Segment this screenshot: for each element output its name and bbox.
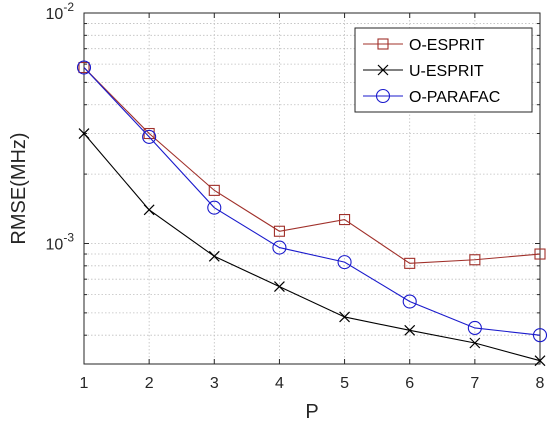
circle-marker [272,240,287,255]
series-line [83,67,541,264]
circle-marker [76,60,92,75]
square-marker [377,38,389,50]
series-u-esprit [78,128,546,367]
legend-entry: O-ESPRIT [363,37,485,54]
series-line [83,67,541,336]
series-o-esprit [78,61,546,269]
x-tick-label: 4 [275,375,284,392]
x-tick-label: 7 [470,375,479,392]
legend: O-ESPRIT U-ESPRIT O-PARAFAC [354,27,533,113]
circle-marker [467,320,482,336]
y-tick-label: 10-2 [46,0,75,23]
square-marker [404,257,416,269]
x-marker-stroke [274,281,285,293]
plot-area-frame [83,12,541,365]
x-marker [534,355,546,367]
x-tick-label: 2 [145,375,154,392]
x-marker [404,324,416,336]
circle-marker [532,328,548,343]
y-tick-label: 10-3 [46,230,75,253]
square-marker [273,225,285,237]
x-marker [377,64,389,76]
x-marker-stroke [143,204,155,216]
series-line [83,133,541,362]
square-marker [78,61,90,74]
circle-marker [207,200,222,215]
y-axis-label: RMSE(MHz) [8,132,30,244]
x-marker-stroke [208,250,220,262]
x-marker-stroke [404,324,416,336]
x-tick-label: 5 [340,375,349,392]
x-marker-stroke [469,337,481,349]
x-marker-stroke [78,128,90,139]
x-marker-stroke [377,64,389,76]
x-marker [208,250,220,262]
legend-entry: U-ESPRIT [363,63,484,80]
square-marker [534,248,546,260]
x-tick-label: 1 [80,375,89,392]
circle-marker [402,294,417,309]
x-marker [78,128,90,139]
x-tick-label: 3 [210,375,219,392]
legend-entry: O-PARAFAC [363,88,500,106]
legend-label: O-ESPRIT [409,37,485,54]
x-marker-stroke [534,355,546,367]
legend-label: O-PARAFAC [409,89,500,106]
series-layer [76,60,548,367]
circle-marker [142,129,157,144]
x-marker [274,281,285,293]
x-marker-stroke [339,311,350,323]
circle-marker [337,255,352,270]
axis-ticks: 1 2 3 4 5 6 7 8 10-3 10-2 [46,0,545,392]
legend-label: U-ESPRIT [409,63,484,80]
square-marker [469,254,481,266]
series-o-parafac [76,60,548,343]
circle-marker [375,88,391,104]
x-marker [469,337,481,349]
x-axis-label: P [305,401,318,423]
square-marker [339,214,351,226]
square-marker [208,184,220,196]
x-marker [339,311,350,323]
x-tick-label: 6 [405,375,414,392]
x-tick-label: 8 [536,375,545,392]
x-marker [143,204,155,216]
